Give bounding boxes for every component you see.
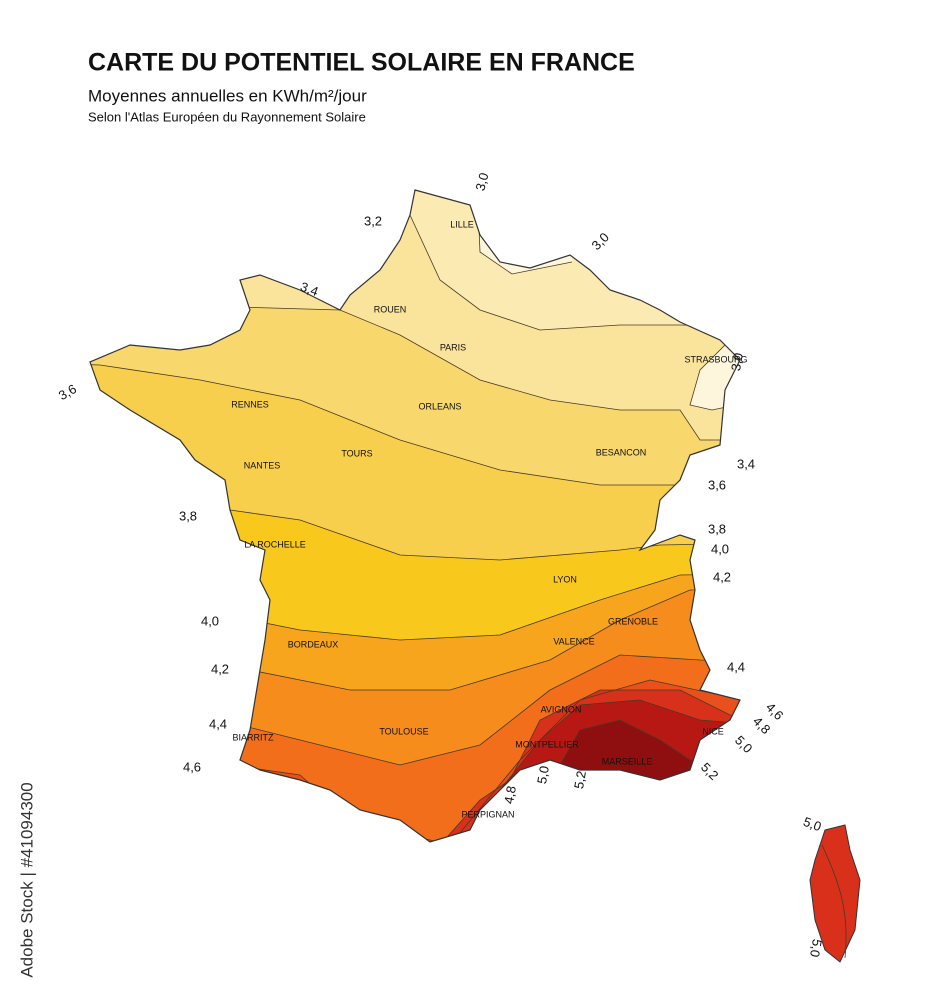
isoline-label: 4,2 bbox=[713, 569, 731, 584]
isoline-label: 4,4 bbox=[209, 716, 227, 731]
city-label: BORDEAUX bbox=[288, 639, 339, 649]
isoline bbox=[90, 654, 740, 766]
isoline-label: 4,8 bbox=[501, 785, 519, 805]
city-label: STRASBOURG bbox=[684, 354, 747, 364]
isoline-label: 3,4 bbox=[737, 456, 755, 471]
city-label: GRENOBLE bbox=[608, 616, 658, 626]
isoline-label: 3,6 bbox=[708, 477, 726, 492]
isoline bbox=[90, 584, 740, 691]
isoline bbox=[821, 844, 847, 959]
city-label: PARIS bbox=[440, 342, 466, 352]
isoline-label: 5,2 bbox=[571, 770, 589, 790]
isoline-label: 4,0 bbox=[201, 613, 219, 628]
isoline-label: 5,2 bbox=[698, 760, 721, 783]
city-label: TOURS bbox=[341, 448, 372, 458]
title: CARTE DU POTENTIEL SOLAIRE EN FRANCE bbox=[88, 49, 635, 77]
isoline-label: 3,8 bbox=[708, 521, 726, 536]
city-label: MONTPELLIER bbox=[515, 739, 579, 749]
isoline-label: 4,2 bbox=[211, 661, 229, 676]
isoline bbox=[90, 679, 740, 842]
isoline-label: 5,0 bbox=[807, 938, 825, 958]
isoline-label: 4,8 bbox=[750, 714, 773, 737]
city-label: MARSEILLE bbox=[602, 756, 653, 766]
isoline-label: 3,0 bbox=[589, 230, 612, 253]
city-label: ROUEN bbox=[374, 304, 407, 314]
city-label: LILLE bbox=[450, 219, 474, 229]
city-label: ORLEANS bbox=[418, 401, 461, 411]
isoline bbox=[409, 214, 740, 331]
isoline bbox=[90, 509, 740, 561]
city-label: RENNES bbox=[231, 399, 269, 409]
isoline-label: 3,6 bbox=[56, 381, 79, 403]
city-label: VALENCE bbox=[553, 636, 594, 646]
band bbox=[690, 330, 740, 410]
subtitle: Moyennes annuelles en KWh/m²/jour bbox=[88, 86, 367, 105]
isoline-label: 3,2 bbox=[364, 213, 382, 228]
isoline-label: 5,0 bbox=[732, 733, 755, 756]
city-label: BIARRITZ bbox=[232, 732, 274, 742]
isoline-label: 3,0 bbox=[728, 352, 746, 372]
isoline-label: 4,0 bbox=[711, 541, 729, 556]
isoline-label: 4,6 bbox=[183, 759, 201, 774]
isoline-label: 5,0 bbox=[534, 765, 552, 785]
city-label: AVIGNON bbox=[541, 704, 582, 714]
watermark: Adobe Stock | #41094300 bbox=[17, 782, 36, 977]
isoline-label: 4,4 bbox=[727, 659, 745, 674]
isoline-label: 3,8 bbox=[179, 508, 197, 523]
city-label: BESANCON bbox=[596, 447, 647, 457]
corsica bbox=[809, 824, 861, 963]
city-label: PERPIGNAN bbox=[461, 809, 514, 819]
city-label: NANTES bbox=[244, 460, 281, 470]
city-label: LA ROCHELLE bbox=[244, 539, 306, 549]
isoline bbox=[499, 699, 740, 791]
city-label: NICE bbox=[702, 726, 724, 736]
isoline bbox=[90, 299, 740, 441]
isoline-label: 5,0 bbox=[801, 814, 823, 834]
isoline bbox=[90, 361, 740, 486]
isoline-label: 3,0 bbox=[472, 171, 491, 192]
city-label: TOULOUSE bbox=[379, 726, 428, 736]
isoline-label: 3,4 bbox=[298, 279, 320, 299]
source: Selon l'Atlas Européen du Rayonnement So… bbox=[88, 109, 366, 124]
isoline bbox=[439, 689, 740, 842]
city-label: LYON bbox=[553, 574, 577, 584]
